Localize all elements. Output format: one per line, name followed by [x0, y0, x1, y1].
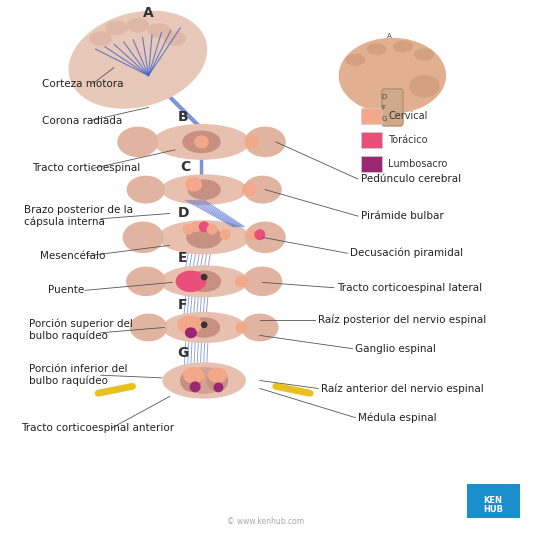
FancyBboxPatch shape — [360, 109, 382, 124]
Ellipse shape — [189, 318, 220, 337]
Ellipse shape — [154, 125, 249, 159]
Text: C: C — [180, 160, 190, 174]
Text: Decusación piramidal: Decusación piramidal — [350, 248, 463, 259]
Ellipse shape — [127, 19, 149, 32]
Ellipse shape — [183, 131, 220, 152]
FancyArrowPatch shape — [276, 386, 310, 393]
Ellipse shape — [208, 368, 227, 382]
Ellipse shape — [183, 224, 193, 234]
Ellipse shape — [188, 271, 221, 292]
Text: A: A — [143, 6, 154, 20]
Ellipse shape — [236, 322, 247, 332]
Text: Corteza motora: Corteza motora — [43, 78, 124, 88]
Text: Pedúnculo cerebral: Pedúnculo cerebral — [360, 174, 461, 184]
Ellipse shape — [346, 54, 365, 65]
Ellipse shape — [245, 127, 285, 157]
Text: Porción inferior del
bulbo raquídeo: Porción inferior del bulbo raquídeo — [29, 364, 128, 386]
Ellipse shape — [131, 314, 166, 341]
Ellipse shape — [207, 370, 228, 391]
Ellipse shape — [160, 266, 248, 297]
Ellipse shape — [127, 176, 164, 203]
Text: HUB: HUB — [483, 505, 503, 514]
Ellipse shape — [244, 176, 281, 203]
Text: Tracto corticoespinal: Tracto corticoespinal — [32, 164, 140, 173]
Ellipse shape — [69, 11, 206, 108]
Ellipse shape — [340, 38, 446, 112]
Ellipse shape — [410, 76, 439, 97]
Ellipse shape — [199, 222, 209, 231]
Ellipse shape — [244, 267, 281, 295]
Text: Tracto corticoespinal anterior: Tracto corticoespinal anterior — [21, 423, 174, 433]
Text: Médula espinal: Médula espinal — [358, 413, 437, 423]
Text: Corona radiada: Corona radiada — [43, 116, 123, 126]
Ellipse shape — [106, 21, 127, 35]
Ellipse shape — [207, 224, 217, 234]
Ellipse shape — [178, 317, 202, 333]
Text: G: G — [177, 346, 189, 360]
Text: Pirámide bulbar: Pirámide bulbar — [360, 211, 443, 221]
Text: Cervical: Cervical — [388, 111, 427, 122]
Ellipse shape — [163, 363, 245, 398]
Ellipse shape — [118, 127, 158, 157]
Text: E: E — [177, 251, 187, 265]
Ellipse shape — [242, 314, 278, 341]
Text: Ganglio espinal: Ganglio espinal — [356, 344, 436, 354]
Text: Puente: Puente — [48, 285, 84, 295]
Text: Raíz anterior del nervio espinal: Raíz anterior del nervio espinal — [321, 383, 483, 394]
Text: G: G — [382, 116, 387, 122]
Text: Torácico: Torácico — [388, 135, 427, 146]
FancyArrowPatch shape — [98, 386, 133, 393]
Ellipse shape — [243, 184, 256, 196]
Ellipse shape — [394, 41, 412, 52]
Text: F: F — [382, 105, 386, 111]
Ellipse shape — [255, 230, 264, 239]
Ellipse shape — [190, 382, 200, 392]
FancyBboxPatch shape — [466, 484, 520, 519]
Text: © www.kenhub.com: © www.kenhub.com — [227, 518, 304, 526]
Ellipse shape — [149, 24, 169, 37]
FancyBboxPatch shape — [382, 89, 403, 126]
Ellipse shape — [195, 136, 208, 148]
FancyBboxPatch shape — [360, 132, 382, 148]
Ellipse shape — [164, 32, 185, 45]
Ellipse shape — [201, 274, 207, 280]
Ellipse shape — [221, 230, 230, 239]
Ellipse shape — [187, 227, 221, 248]
Ellipse shape — [188, 180, 220, 199]
Ellipse shape — [185, 328, 196, 337]
Text: Raíz posterior del nervio espinal: Raíz posterior del nervio espinal — [318, 314, 487, 325]
Text: B: B — [177, 110, 188, 124]
Ellipse shape — [159, 221, 249, 254]
Ellipse shape — [236, 276, 247, 287]
Text: D: D — [382, 94, 387, 101]
Ellipse shape — [181, 370, 201, 391]
Text: D: D — [177, 206, 189, 220]
Ellipse shape — [245, 136, 259, 148]
Text: Brazo posterior de la
cápsula interna: Brazo posterior de la cápsula interna — [24, 205, 133, 227]
Ellipse shape — [127, 267, 165, 295]
Ellipse shape — [183, 368, 204, 383]
FancyBboxPatch shape — [360, 156, 382, 172]
Text: Mesencéfalo: Mesencéfalo — [40, 251, 105, 261]
Ellipse shape — [367, 44, 386, 54]
Ellipse shape — [247, 230, 256, 239]
Text: KEN: KEN — [483, 496, 503, 505]
Text: F: F — [177, 298, 187, 312]
Ellipse shape — [184, 368, 224, 393]
Ellipse shape — [163, 313, 245, 342]
Ellipse shape — [201, 322, 207, 327]
Ellipse shape — [185, 177, 201, 191]
Text: A: A — [387, 34, 392, 39]
Ellipse shape — [123, 222, 163, 253]
Text: Lumbosacro: Lumbosacro — [388, 159, 448, 169]
Text: Porción superior del
bulbo raquídeo: Porción superior del bulbo raquídeo — [29, 319, 133, 342]
Ellipse shape — [214, 383, 223, 392]
Ellipse shape — [191, 222, 201, 231]
Text: Tracto corticoespinal lateral: Tracto corticoespinal lateral — [337, 282, 482, 293]
Ellipse shape — [161, 175, 247, 204]
Ellipse shape — [415, 49, 433, 60]
Ellipse shape — [176, 271, 205, 292]
Ellipse shape — [245, 222, 285, 253]
Ellipse shape — [90, 32, 111, 45]
